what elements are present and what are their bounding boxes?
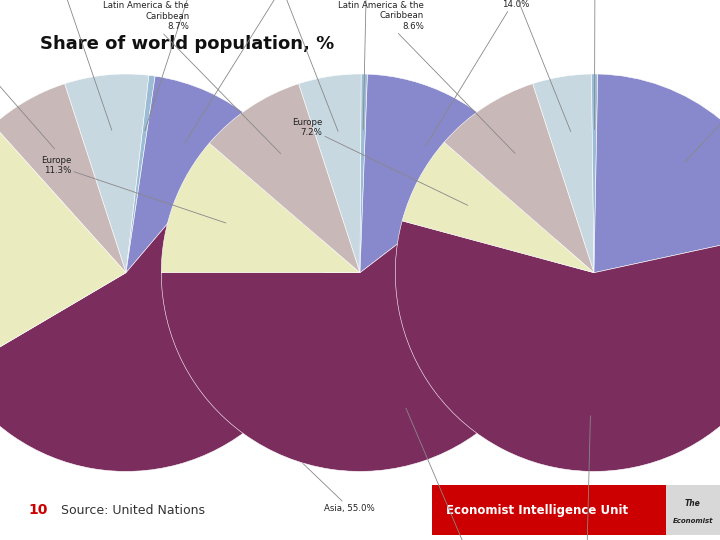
Bar — [666, 485, 720, 535]
Bar — [432, 485, 666, 535]
Wedge shape — [210, 84, 360, 273]
Text: Oceania, 0.5%: Oceania, 0.5% — [145, 0, 229, 131]
Wedge shape — [360, 74, 518, 273]
Wedge shape — [299, 74, 361, 273]
Text: Source: United Nations: Source: United Nations — [61, 504, 205, 517]
Wedge shape — [0, 84, 126, 273]
Text: Latin America & the
Caribbean, 6.6%: Latin America & the Caribbean, 6.6% — [0, 0, 55, 148]
Wedge shape — [161, 143, 360, 273]
Text: Europe
7.2%: Europe 7.2% — [292, 118, 468, 205]
Wedge shape — [444, 84, 594, 273]
Wedge shape — [65, 74, 149, 273]
Text: Share of world population, %: Share of world population, % — [40, 35, 334, 53]
Text: Oceania
0.5%: Oceania 0.5% — [349, 0, 384, 130]
Text: Northern America,
6.8%: Northern America, 6.8% — [17, 0, 112, 130]
Text: Northern America
5.1%: Northern America 5.1% — [236, 0, 338, 131]
Text: Northern America
4.8%: Northern America 4.8% — [467, 0, 571, 132]
Wedge shape — [533, 74, 594, 273]
Wedge shape — [594, 74, 720, 273]
Text: Europe
11.3%: Europe 11.3% — [41, 156, 226, 223]
Wedge shape — [592, 74, 598, 273]
Wedge shape — [161, 152, 559, 471]
Text: Latin America & the
Caribbean
8.7%: Latin America & the Caribbean 8.7% — [104, 2, 281, 153]
Wedge shape — [402, 142, 594, 273]
Text: Africa
14.0%: Africa 14.0% — [426, 0, 529, 146]
Wedge shape — [395, 221, 720, 471]
Wedge shape — [0, 121, 325, 471]
Text: Asia
57.6%: Asia 57.6% — [572, 416, 600, 540]
Wedge shape — [126, 75, 156, 273]
Text: Oceania
0.5%: Oceania 0.5% — [577, 0, 613, 130]
Text: The: The — [685, 498, 701, 508]
Text: Economist: Economist — [672, 518, 714, 524]
Text: Africa, 8.8%: Africa, 8.8% — [185, 0, 305, 143]
Wedge shape — [126, 76, 255, 273]
Text: Economist Intelligence Unit: Economist Intelligence Unit — [446, 504, 629, 517]
Text: Asia
60.4%: Asia 60.4% — [406, 408, 486, 540]
Text: Asia, 55.0%: Asia, 55.0% — [218, 382, 375, 513]
Text: 10: 10 — [29, 503, 48, 517]
Text: Africa
21.3%: Africa 21.3% — [685, 25, 720, 162]
Wedge shape — [0, 125, 126, 374]
Text: Latin America & the
Caribbean
8.6%: Latin America & the Caribbean 8.6% — [338, 1, 515, 153]
Wedge shape — [360, 74, 367, 273]
